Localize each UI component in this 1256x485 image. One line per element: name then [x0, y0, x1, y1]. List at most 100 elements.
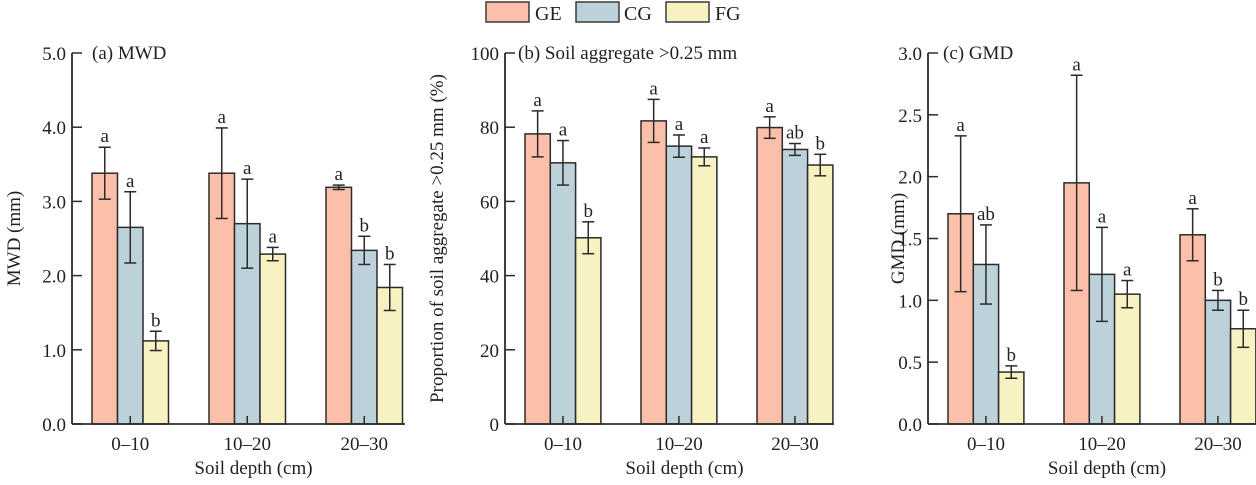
y-tick-label: 60 [480, 192, 499, 213]
error-bar-ge [531, 110, 544, 158]
significance-letter: b [1239, 289, 1249, 310]
bar-group-20-30: a bb [325, 164, 404, 425]
significance-letter: a [559, 120, 568, 141]
x-axis-title: Soil depth (cm) [1048, 458, 1166, 479]
significance-letter: a [1188, 188, 1197, 209]
error-bar-fg [149, 330, 162, 352]
error-bar-cg [241, 178, 254, 269]
bar-fg [997, 371, 1025, 425]
error-bar-ge [647, 98, 660, 144]
significance-letter: a [675, 114, 684, 135]
bar-cg [781, 148, 809, 425]
bar-ge [524, 133, 552, 425]
error-bar-ge [763, 116, 776, 140]
error-bar-ge [954, 135, 967, 293]
bar-ge [91, 172, 119, 425]
y-tick-label: 20 [480, 341, 499, 362]
error-bar-fg [582, 221, 595, 255]
panel-title: (b) Soil aggregate >0.25 mm [518, 43, 737, 64]
significance-letter: ab [977, 204, 995, 225]
significance-letter: a [335, 164, 344, 185]
y-tick-label: 1.0 [898, 291, 922, 312]
y-tick-label: 80 [480, 118, 499, 139]
bar-fg [574, 237, 602, 425]
y-axis-title: Proportion of soil aggregate >0.25 mm (%… [427, 74, 448, 403]
significance-letter: ab [786, 123, 804, 144]
x-tick-label: 10–20 [224, 434, 272, 455]
error-bar-fg [383, 263, 396, 312]
error-bar-fg [698, 147, 711, 167]
error-bar-cg [1211, 289, 1224, 311]
x-axis-title: Soil depth (cm) [194, 458, 312, 479]
x-tick-label: 0–10 [111, 434, 149, 455]
x-tick-label: 20–30 [771, 434, 819, 455]
legend-item-cg: CG [575, 1, 652, 25]
legend-item-fg: FG [665, 1, 741, 25]
error-bar-cg [979, 224, 992, 305]
y-tick-label: 2.0 [42, 267, 66, 288]
bar-group-10-20: aaa [640, 78, 718, 425]
error-bar-cg [124, 191, 137, 264]
bar-group-0-10: a ab b [947, 115, 1025, 425]
legend-swatch-cg [575, 1, 620, 23]
error-bar-fg [1121, 279, 1134, 309]
error-bar-cg [358, 235, 371, 266]
panel-title: (c) GMD [943, 43, 1013, 64]
x-tick-label: 0–10 [544, 434, 582, 455]
legend-item-ge: GE [485, 1, 562, 25]
y-tick-label: 3.0 [898, 44, 922, 65]
significance-letter: b [816, 133, 826, 154]
bar-ge [640, 120, 668, 425]
y-tick-label: 3.0 [42, 192, 66, 213]
y-tick-label: 0.5 [898, 353, 922, 374]
panel-c-gmd: aabb0–10aaa10–20abb20–300.00.51.01.52.02… [888, 43, 1256, 479]
error-bar-fg [814, 153, 827, 177]
error-bar-cg [672, 134, 685, 159]
error-bar-cg [556, 139, 569, 186]
bar-fg [1113, 293, 1141, 425]
significance-letter: a [533, 90, 542, 111]
y-tick-label: 0.0 [898, 415, 922, 436]
legend-label-fg: FG [715, 3, 741, 25]
y-tick-label: 1.5 [898, 230, 922, 251]
panel-a-mwd: aab0–10aaa10–20abb20–300.01.02.03.04.05.… [4, 43, 405, 479]
bar-group-0-10: a a b [91, 126, 170, 425]
significance-letter: a [649, 78, 658, 99]
y-tick-label: 100 [471, 44, 500, 65]
x-tick-label: 0–10 [967, 434, 1005, 455]
y-tick-label: 40 [480, 267, 499, 288]
error-bar-fg [1237, 309, 1250, 349]
error-bar-cg [788, 142, 801, 157]
panel-title: (a) MWD [92, 43, 166, 64]
significance-letter: a [1098, 206, 1107, 227]
error-bar-ge [332, 184, 345, 191]
bar-fg [259, 253, 287, 425]
error-bar-fg [266, 246, 279, 262]
y-tick-label: 4.0 [42, 118, 66, 139]
x-axis-title: Soil depth (cm) [625, 458, 743, 479]
bar-cg [549, 162, 577, 425]
significance-letter: b [1213, 269, 1223, 290]
x-tick-label: 20–30 [341, 434, 389, 455]
significance-letter: b [360, 215, 370, 236]
bar-fg [142, 340, 170, 425]
bar-cg [350, 249, 378, 425]
error-bar-fg [1005, 365, 1018, 379]
bar-ge [756, 126, 784, 425]
significance-letter: a [765, 96, 774, 117]
significance-letter: b [584, 201, 594, 222]
significance-letter: a [218, 107, 227, 128]
x-tick-label: 10–20 [1078, 434, 1126, 455]
significance-letter: a [126, 171, 135, 192]
significance-letter: a [1072, 54, 1081, 75]
y-tick-label: 5.0 [42, 44, 66, 65]
y-axis-title: MWD (mm) [4, 191, 25, 287]
x-tick-label: 10–20 [655, 434, 703, 455]
significance-letter: b [151, 310, 161, 331]
significance-letter: a [1123, 260, 1132, 281]
significance-letter: a [243, 158, 252, 179]
legend-swatch-ge [485, 1, 530, 23]
significance-letter: a [700, 127, 709, 148]
